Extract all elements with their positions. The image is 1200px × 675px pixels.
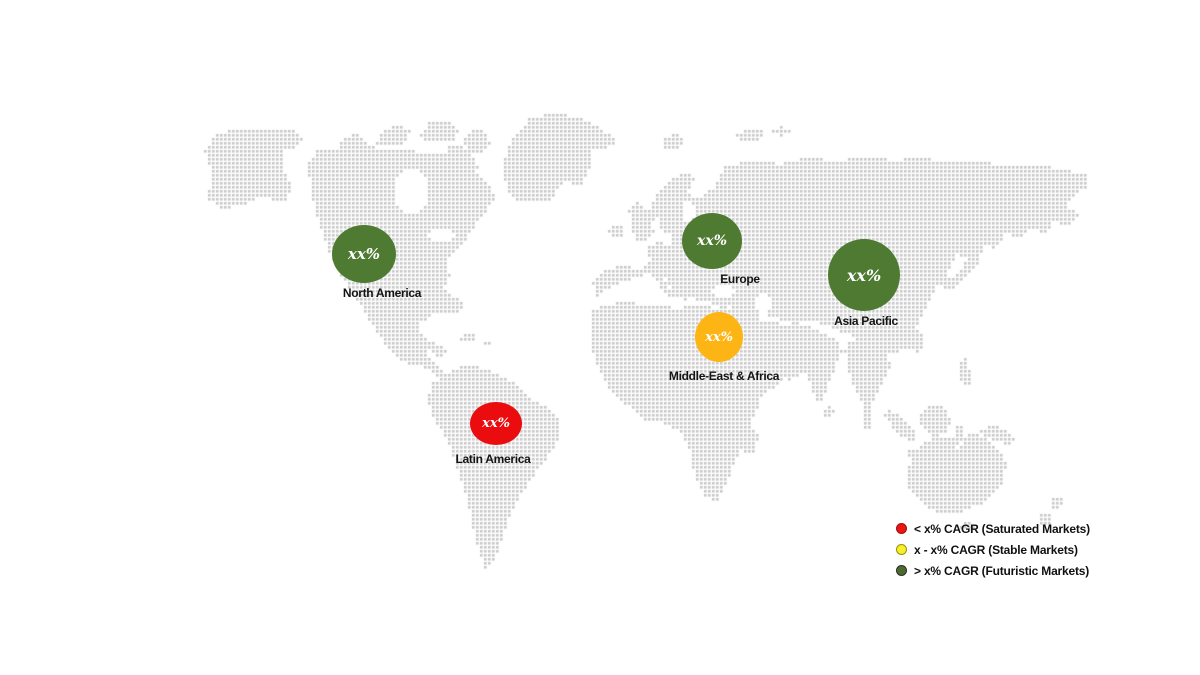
- cagr-legend: < x% CAGR (Saturated Markets) x - x% CAG…: [896, 522, 1090, 585]
- legend-label-futuristic: > x% CAGR (Futuristic Markets): [914, 563, 1090, 578]
- label-north-america: North America: [342, 286, 422, 300]
- label-asia-pacific: Asia Pacific: [834, 314, 898, 328]
- legend-dot-futuristic-icon: [896, 565, 907, 576]
- label-middle-east-africa: Middle-East & Africa: [668, 369, 780, 383]
- bubble-middle-east-africa: xx%: [695, 312, 743, 362]
- bubble-north-america: xx%: [332, 225, 396, 283]
- legend-dot-stable-icon: [896, 544, 907, 555]
- bubble-value: xx%: [697, 233, 727, 249]
- legend-row-saturated: < x% CAGR (Saturated Markets): [896, 521, 1090, 536]
- bubble-value: xx%: [347, 245, 381, 263]
- label-latin-america: Latin America: [455, 452, 531, 466]
- bubble-value: xx%: [482, 416, 510, 431]
- legend-row-futuristic: > x% CAGR (Futuristic Markets): [896, 563, 1090, 578]
- bubble-asia-pacific: xx%: [828, 239, 900, 311]
- bubble-latin-america: xx%: [470, 402, 522, 445]
- legend-label-saturated: < x% CAGR (Saturated Markets): [914, 521, 1090, 536]
- legend-row-stable: x - x% CAGR (Stable Markets): [896, 542, 1090, 557]
- legend-label-stable: x - x% CAGR (Stable Markets): [914, 542, 1078, 557]
- legend-dot-saturated-icon: [896, 523, 907, 534]
- bubble-value: xx%: [705, 329, 733, 345]
- label-europe: Europe: [720, 272, 760, 286]
- bubble-value: xx%: [846, 265, 882, 285]
- bubble-europe: xx%: [682, 213, 742, 269]
